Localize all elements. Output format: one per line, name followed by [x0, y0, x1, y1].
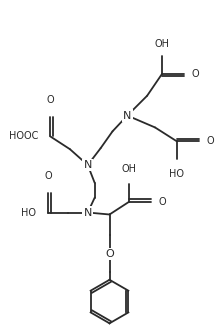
Text: N: N: [123, 111, 132, 121]
Text: N: N: [84, 207, 92, 217]
Text: OH: OH: [154, 42, 169, 52]
Text: O: O: [105, 249, 114, 259]
Text: O: O: [159, 197, 167, 207]
Text: HO: HO: [169, 169, 184, 179]
Text: O: O: [206, 136, 214, 146]
Text: O: O: [46, 95, 54, 105]
Text: HO: HO: [21, 207, 36, 217]
Text: OH: OH: [154, 39, 169, 49]
Text: O: O: [44, 171, 52, 181]
Text: OH: OH: [122, 164, 137, 174]
Text: O: O: [192, 69, 199, 79]
Text: HOOC: HOOC: [9, 131, 38, 141]
Text: N: N: [84, 160, 92, 170]
Text: HO: HO: [21, 207, 36, 217]
